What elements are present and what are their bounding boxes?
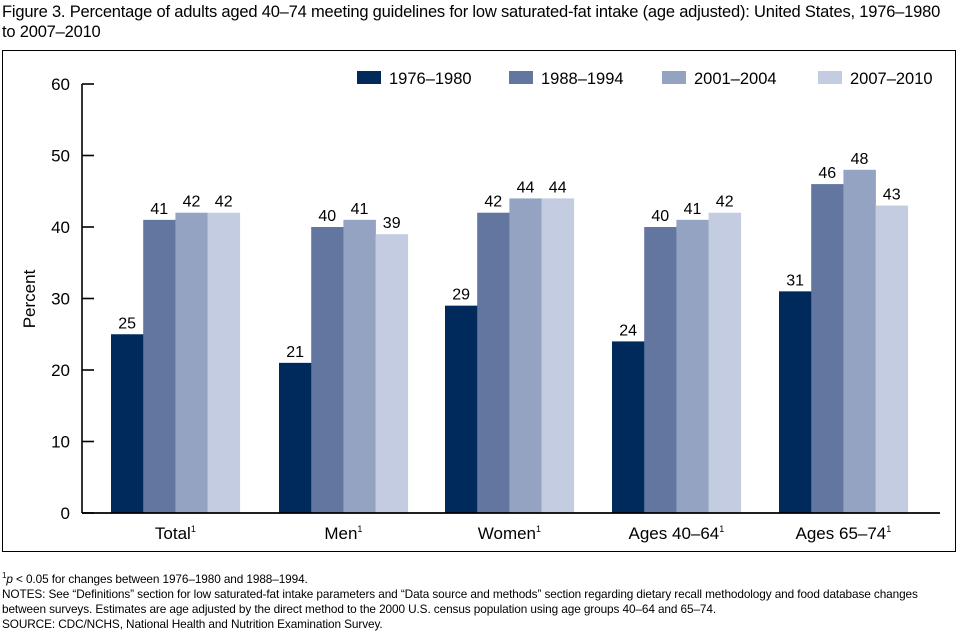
legend: 1976–1980 1988–1994 2001–2004 2007–2010 xyxy=(357,70,933,88)
legend-swatch xyxy=(818,71,842,84)
bar xyxy=(644,227,677,513)
bar xyxy=(343,219,376,513)
bar xyxy=(175,212,208,513)
bar xyxy=(311,227,344,513)
bar-value-label: 21 xyxy=(286,344,304,361)
footnote-text: < 0.05 for changes between 1976–1980 and… xyxy=(12,571,308,586)
x-tick-label: Ages 40–641 xyxy=(629,524,725,543)
legend-label: 2001–2004 xyxy=(694,70,777,88)
bar-value-label: 41 xyxy=(351,201,369,218)
legend-swatch xyxy=(509,71,533,84)
footnote: 1p < 0.05 for changes between 1976–1980 … xyxy=(2,568,958,587)
x-tick-superscript: 1 xyxy=(357,524,362,534)
bar-value-label: 41 xyxy=(684,201,702,218)
x-tick-superscript: 1 xyxy=(191,524,196,534)
source-text: SOURCE: CDC/NCHS, National Health and Nu… xyxy=(2,616,383,631)
bar xyxy=(843,169,876,514)
bar-value-label: 24 xyxy=(619,322,637,339)
bar-value-label: 39 xyxy=(383,215,401,232)
bar xyxy=(111,334,144,513)
y-tick-label: 50 xyxy=(51,147,70,166)
x-tick-superscript: 1 xyxy=(719,524,724,534)
x-tick-label: Men1 xyxy=(324,524,362,543)
bar-value-label: 40 xyxy=(651,208,669,225)
bar-value-label: 41 xyxy=(150,201,168,218)
y-tick-label: 30 xyxy=(51,290,70,309)
y-tick-label: 20 xyxy=(51,361,70,380)
y-axis-label: Percent xyxy=(20,269,39,328)
footnote-p: p xyxy=(6,571,13,586)
bar xyxy=(676,219,709,513)
x-tick-superscript: 1 xyxy=(536,524,541,534)
x-tick-superscript: 1 xyxy=(886,524,891,534)
bar xyxy=(811,184,844,513)
legend-label: 1988–1994 xyxy=(541,70,624,88)
bar xyxy=(375,234,409,513)
bar xyxy=(541,198,575,513)
x-tick-label: Total1 xyxy=(155,524,196,543)
bar xyxy=(445,305,478,513)
bar-value-label: 40 xyxy=(318,208,336,225)
bar-value-label: 42 xyxy=(716,194,734,211)
bar xyxy=(143,219,176,513)
footnote-mark: 1 xyxy=(2,571,7,580)
y-tick-label: 0 xyxy=(61,504,70,523)
bar xyxy=(612,341,645,513)
bar-value-label: 25 xyxy=(118,315,136,332)
bar-value-label: 29 xyxy=(452,287,470,304)
y-tick-label: 10 xyxy=(51,433,70,452)
legend-label: 1976–1980 xyxy=(389,70,472,88)
figure-title: Figure 3. Percentage of adults aged 40–7… xyxy=(2,3,941,41)
bar-value-label: 44 xyxy=(517,179,535,196)
bar xyxy=(207,212,241,513)
x-tick-label: Women1 xyxy=(478,524,541,543)
bar-value-label: 31 xyxy=(786,272,804,289)
x-axis: Total1 Men1 Women1 Ages 40–641 Ages 65–741 xyxy=(82,512,940,543)
bar-value-label: 42 xyxy=(484,194,502,211)
bar xyxy=(509,198,542,513)
bars: 25 41 42 42 21 40 41 39 29 42 44 44 24 40 41 42 31 46 48 43 xyxy=(111,151,909,514)
bar xyxy=(875,205,909,514)
bar xyxy=(708,212,742,513)
chart-notes: 1p < 0.05 for changes between 1976–1980 … xyxy=(2,568,958,632)
bar-value-label: 42 xyxy=(215,194,233,211)
bar-value-label: 42 xyxy=(183,194,201,211)
bar-value-label: 44 xyxy=(549,179,567,196)
y-tick-label: 60 xyxy=(51,75,70,94)
legend-swatch xyxy=(662,71,686,84)
x-tick-label: Ages 65–741 xyxy=(796,524,892,543)
bar xyxy=(477,212,510,513)
bar-value-label: 48 xyxy=(851,151,869,168)
bar xyxy=(279,362,312,513)
notes-text: NOTES: See “Definitions” section for low… xyxy=(2,586,918,616)
chart-frame xyxy=(2,50,956,552)
legend-swatch xyxy=(357,71,381,84)
legend-label: 2007–2010 xyxy=(850,70,933,88)
bar xyxy=(779,291,812,513)
bar-value-label: 46 xyxy=(818,165,836,182)
y-tick-label: 40 xyxy=(51,218,70,237)
bar-value-label: 43 xyxy=(883,187,901,204)
y-axis: 0 10 20 30 40 50 60 xyxy=(51,75,94,523)
